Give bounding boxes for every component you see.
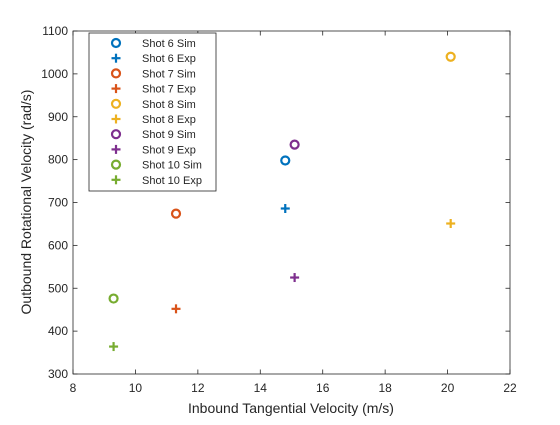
legend-label: Shot 9 Sim [142, 129, 196, 141]
x-tick-label: 14 [254, 381, 268, 395]
y-tick-label: 300 [48, 367, 68, 381]
x-tick-label: 20 [441, 381, 455, 395]
x-tick-label: 8 [70, 381, 77, 395]
y-tick-label: 500 [48, 281, 68, 295]
legend-label: Shot 10 Exp [142, 175, 202, 187]
legend-label: Shot 6 Exp [142, 53, 196, 65]
y-tick-label: 900 [48, 110, 68, 124]
legend-label: Shot 10 Sim [142, 160, 202, 172]
x-tick-label: 16 [316, 381, 330, 395]
y-tick-label: 400 [48, 324, 68, 338]
y-tick-label: 1100 [42, 24, 68, 38]
legend-label: Shot 6 Sim [142, 38, 196, 50]
x-tick-label: 18 [378, 381, 392, 395]
y-tick-label: 700 [48, 196, 68, 210]
legend-label: Shot 7 Sim [142, 68, 196, 80]
legend: Shot 6 Sim Shot 6 Exp Shot 7 Sim Shot 7 Exp… [89, 33, 216, 191]
y-tick-label: 800 [48, 153, 68, 167]
legend-label: Shot 8 Sim [142, 99, 196, 111]
x-tick-label: 12 [191, 381, 205, 395]
legend-label: Shot 9 Exp [142, 144, 196, 156]
legend-label: Shot 8 Exp [142, 114, 196, 126]
y-tick-label: 600 [48, 238, 68, 252]
legend-label: Shot 7 Exp [142, 84, 196, 96]
y-axis-label: Outbound Rotational Velocity (rad/s) [18, 90, 34, 315]
x-axis-label: Inbound Tangential Velocity (m/s) [188, 400, 394, 416]
y-tick-label: 1000 [41, 67, 68, 81]
x-tick-label: 22 [503, 381, 517, 395]
x-tick-label: 10 [129, 381, 143, 395]
